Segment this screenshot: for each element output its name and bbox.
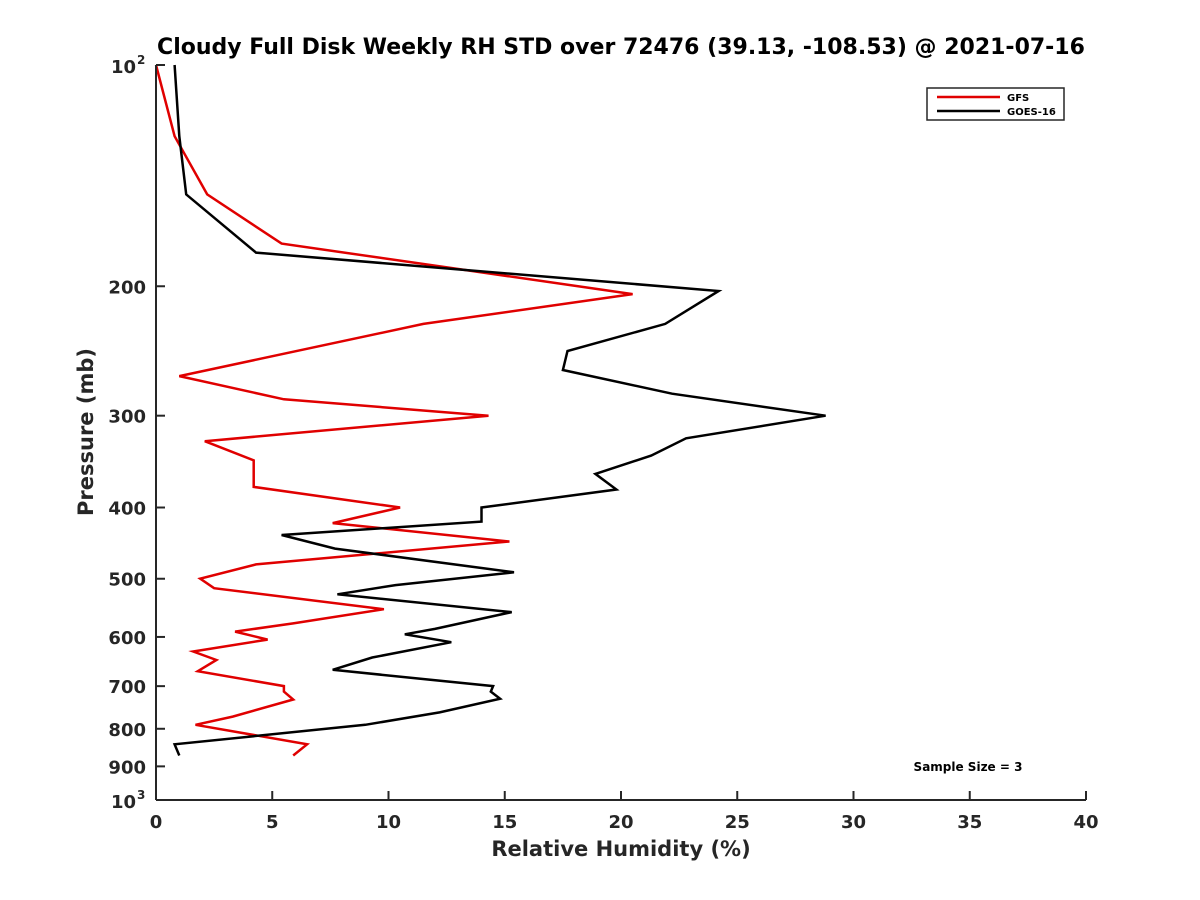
y-axis-label: Pressure (mb) xyxy=(74,348,98,516)
chart-title: Cloudy Full Disk Weekly RH STD over 7247… xyxy=(157,35,1085,60)
y-tick-label: 200 xyxy=(108,277,146,298)
y-tick-label: 500 xyxy=(108,570,146,591)
legend-label: GOES-16 xyxy=(1007,107,1056,118)
x-tick-label: 25 xyxy=(725,812,750,833)
y-tick-label: 600 xyxy=(108,628,146,649)
legend-box xyxy=(926,87,1065,121)
x-tick-label: 30 xyxy=(841,812,866,833)
plot-area xyxy=(154,64,826,757)
x-axis-label: Relative Humidity (%) xyxy=(491,837,750,861)
x-tick-label: 0 xyxy=(150,812,163,833)
y-tick-label: 300 xyxy=(108,407,146,428)
x-tick-label: 35 xyxy=(957,812,982,833)
x-tick-label: 5 xyxy=(266,812,279,833)
y-tick-label: 800 xyxy=(108,720,146,741)
y-tick-label: 700 xyxy=(108,677,146,698)
x-tick-label: 20 xyxy=(608,812,633,833)
y-tick-label: 10 xyxy=(111,792,136,813)
x-tick-label: 40 xyxy=(1073,812,1098,833)
series-line-goes-16 xyxy=(172,64,826,756)
y-tick-exponent: 3 xyxy=(137,788,145,802)
series-line-gfs xyxy=(154,64,633,757)
y-tick-exponent: 2 xyxy=(137,53,145,67)
x-tick-label: 10 xyxy=(376,812,401,833)
x-tick-label: 15 xyxy=(492,812,517,833)
y-tick-label: 400 xyxy=(108,499,146,520)
y-tick-label: 900 xyxy=(108,757,146,778)
y-tick-label: 10 xyxy=(111,57,136,78)
legend: GFS GOES-16 xyxy=(926,87,1065,121)
legend-label: GFS xyxy=(1007,93,1029,104)
sample-size-annotation: Sample Size = 3 xyxy=(914,760,1023,774)
